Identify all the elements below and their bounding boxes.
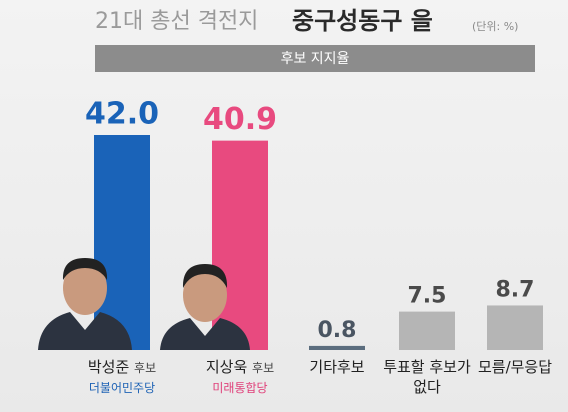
category-label: 모름/무응답 [467, 357, 563, 377]
category-label: 투표할 후보가 없다 [379, 357, 475, 397]
party-label: 미래통합당 [212, 381, 268, 395]
category-name: 박성준 [87, 358, 130, 376]
subtitle: 후보 지지율 [281, 51, 350, 67]
value-label: 7.5 [408, 284, 447, 309]
candidate-photo [38, 258, 250, 350]
category-name: 지상욱 [205, 358, 248, 376]
value-label: 42.0 [85, 97, 159, 132]
subtitle-banner [95, 45, 535, 72]
category-name: 모름/무응답 [477, 358, 553, 376]
bar [309, 345, 365, 350]
chart-title: 중구성동구 을 [292, 7, 433, 35]
bar [487, 305, 543, 350]
bar [212, 140, 268, 350]
value-label: 40.9 [203, 102, 277, 137]
category-label: 기타후보 [289, 357, 385, 377]
category-name: 기타후보 [309, 358, 365, 376]
bar [399, 311, 455, 350]
title-prefix: 21대 총선 격전지 [95, 9, 258, 34]
party-label: 더불어민주당 [88, 381, 156, 395]
category-suffix: 후보 [134, 361, 157, 375]
category-name: 투표할 후보가 없다 [383, 358, 471, 396]
category-suffix: 후보 [252, 361, 275, 375]
unit-note: (단위: %) [472, 20, 518, 33]
value-label: 0.8 [318, 318, 357, 343]
value-label: 8.7 [496, 277, 535, 302]
